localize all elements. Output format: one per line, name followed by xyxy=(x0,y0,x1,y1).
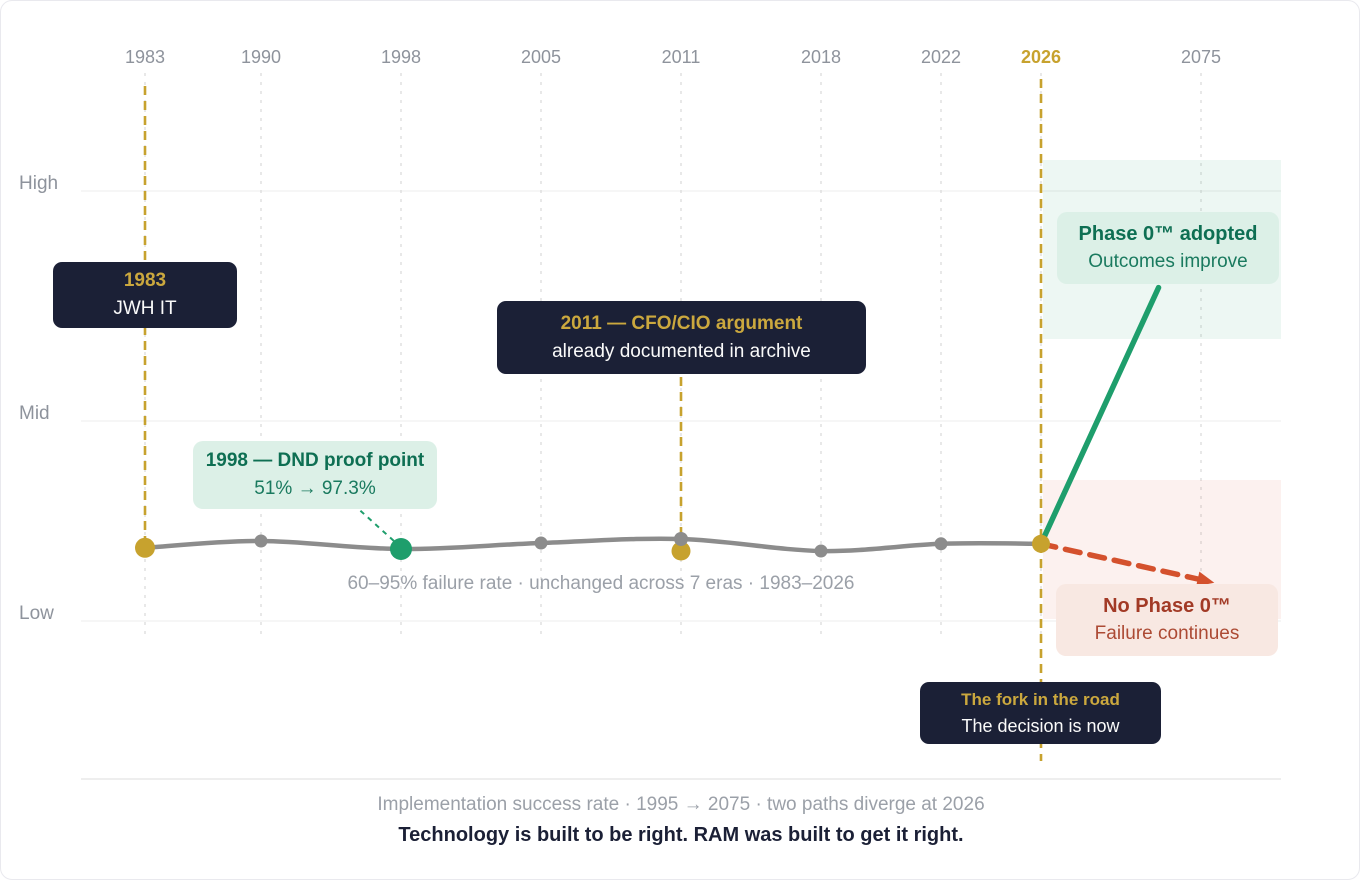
callout-1983-body: JWH IT xyxy=(113,298,177,319)
callout-phase0-adopted-body: Outcomes improve xyxy=(1088,251,1248,272)
x-tick-2018: 2018 xyxy=(800,47,842,67)
data-point-2011-top xyxy=(674,532,688,546)
callout-phase0-adopted: Phase 0™ adopted Outcomes improve xyxy=(1057,212,1279,284)
callout-1983-title: 1983 xyxy=(123,270,167,291)
chart-tagline: Technology is built to be right. RAM was… xyxy=(398,824,964,846)
data-point-1990 xyxy=(254,534,268,548)
y-tick-mid: Mid xyxy=(19,403,50,424)
callout-2011-body: already documented in archive xyxy=(552,340,811,362)
callout-phase0-adopted-title: Phase 0™ adopted xyxy=(1078,223,1258,245)
highlight-point-1998 xyxy=(390,538,412,560)
x-tick-2075: 2075 xyxy=(1180,47,1222,67)
callout-2011-title: 2011 — CFO/CIO argument xyxy=(560,312,803,334)
branch-phase0-adopted-line xyxy=(1038,284,1162,547)
status-quo-line xyxy=(142,536,1044,554)
x-tick-2011: 2011 xyxy=(661,47,701,67)
callout-fork-body: The decision is now xyxy=(961,716,1120,736)
data-points xyxy=(135,532,1050,561)
callout-fork-title: The fork in the road xyxy=(961,690,1120,709)
callout-1998-title: 1998 — DND proof point xyxy=(205,450,425,471)
callout-fork: The fork in the road The decision is now xyxy=(920,682,1161,744)
callout-1998: 1998 — DND proof point 51% → 97.3% xyxy=(193,441,437,509)
x-tick-1983: 1983 xyxy=(124,47,166,67)
x-tick-2022: 2022 xyxy=(920,47,962,67)
gold-guide-lines xyxy=(143,79,1043,761)
callout-no-phase0-title: No Phase 0™ xyxy=(1103,595,1231,617)
x-tick-2026: 2026 xyxy=(1020,47,1062,67)
data-point-2018 xyxy=(814,544,828,558)
chart-subtitle: Implementation success rate · 1995 → 207… xyxy=(377,794,985,815)
callout-2011: 2011 — CFO/CIO argument already document… xyxy=(497,301,866,374)
y-tick-high: High xyxy=(19,173,59,194)
data-point-2005 xyxy=(534,536,548,550)
highlight-point-1983 xyxy=(135,537,155,558)
branch-no-phase0-arrowhead xyxy=(1196,571,1215,587)
x-tick-1998: 1998 xyxy=(380,47,422,67)
callout-1998-body: 51% → 97.3% xyxy=(254,478,376,499)
callout-1983: 1983 JWH IT xyxy=(53,262,237,328)
callout-no-phase0-body: Failure continues xyxy=(1094,623,1240,644)
y-tick-low: Low xyxy=(19,603,54,624)
branch-no-phase0-line xyxy=(1038,541,1201,582)
callout-no-phase0: No Phase 0™ Failure continues xyxy=(1056,584,1278,656)
highlight-point-2026 xyxy=(1032,534,1050,553)
x-tick-1990: 1990 xyxy=(240,47,282,67)
flat-line-annotation: 60–95% failure rate · unchanged across 7… xyxy=(347,573,855,594)
data-point-2022 xyxy=(934,537,948,551)
x-tick-2005: 2005 xyxy=(520,47,562,67)
highlight-point-2011 xyxy=(671,541,691,561)
callout-1998-connector xyxy=(352,503,396,543)
